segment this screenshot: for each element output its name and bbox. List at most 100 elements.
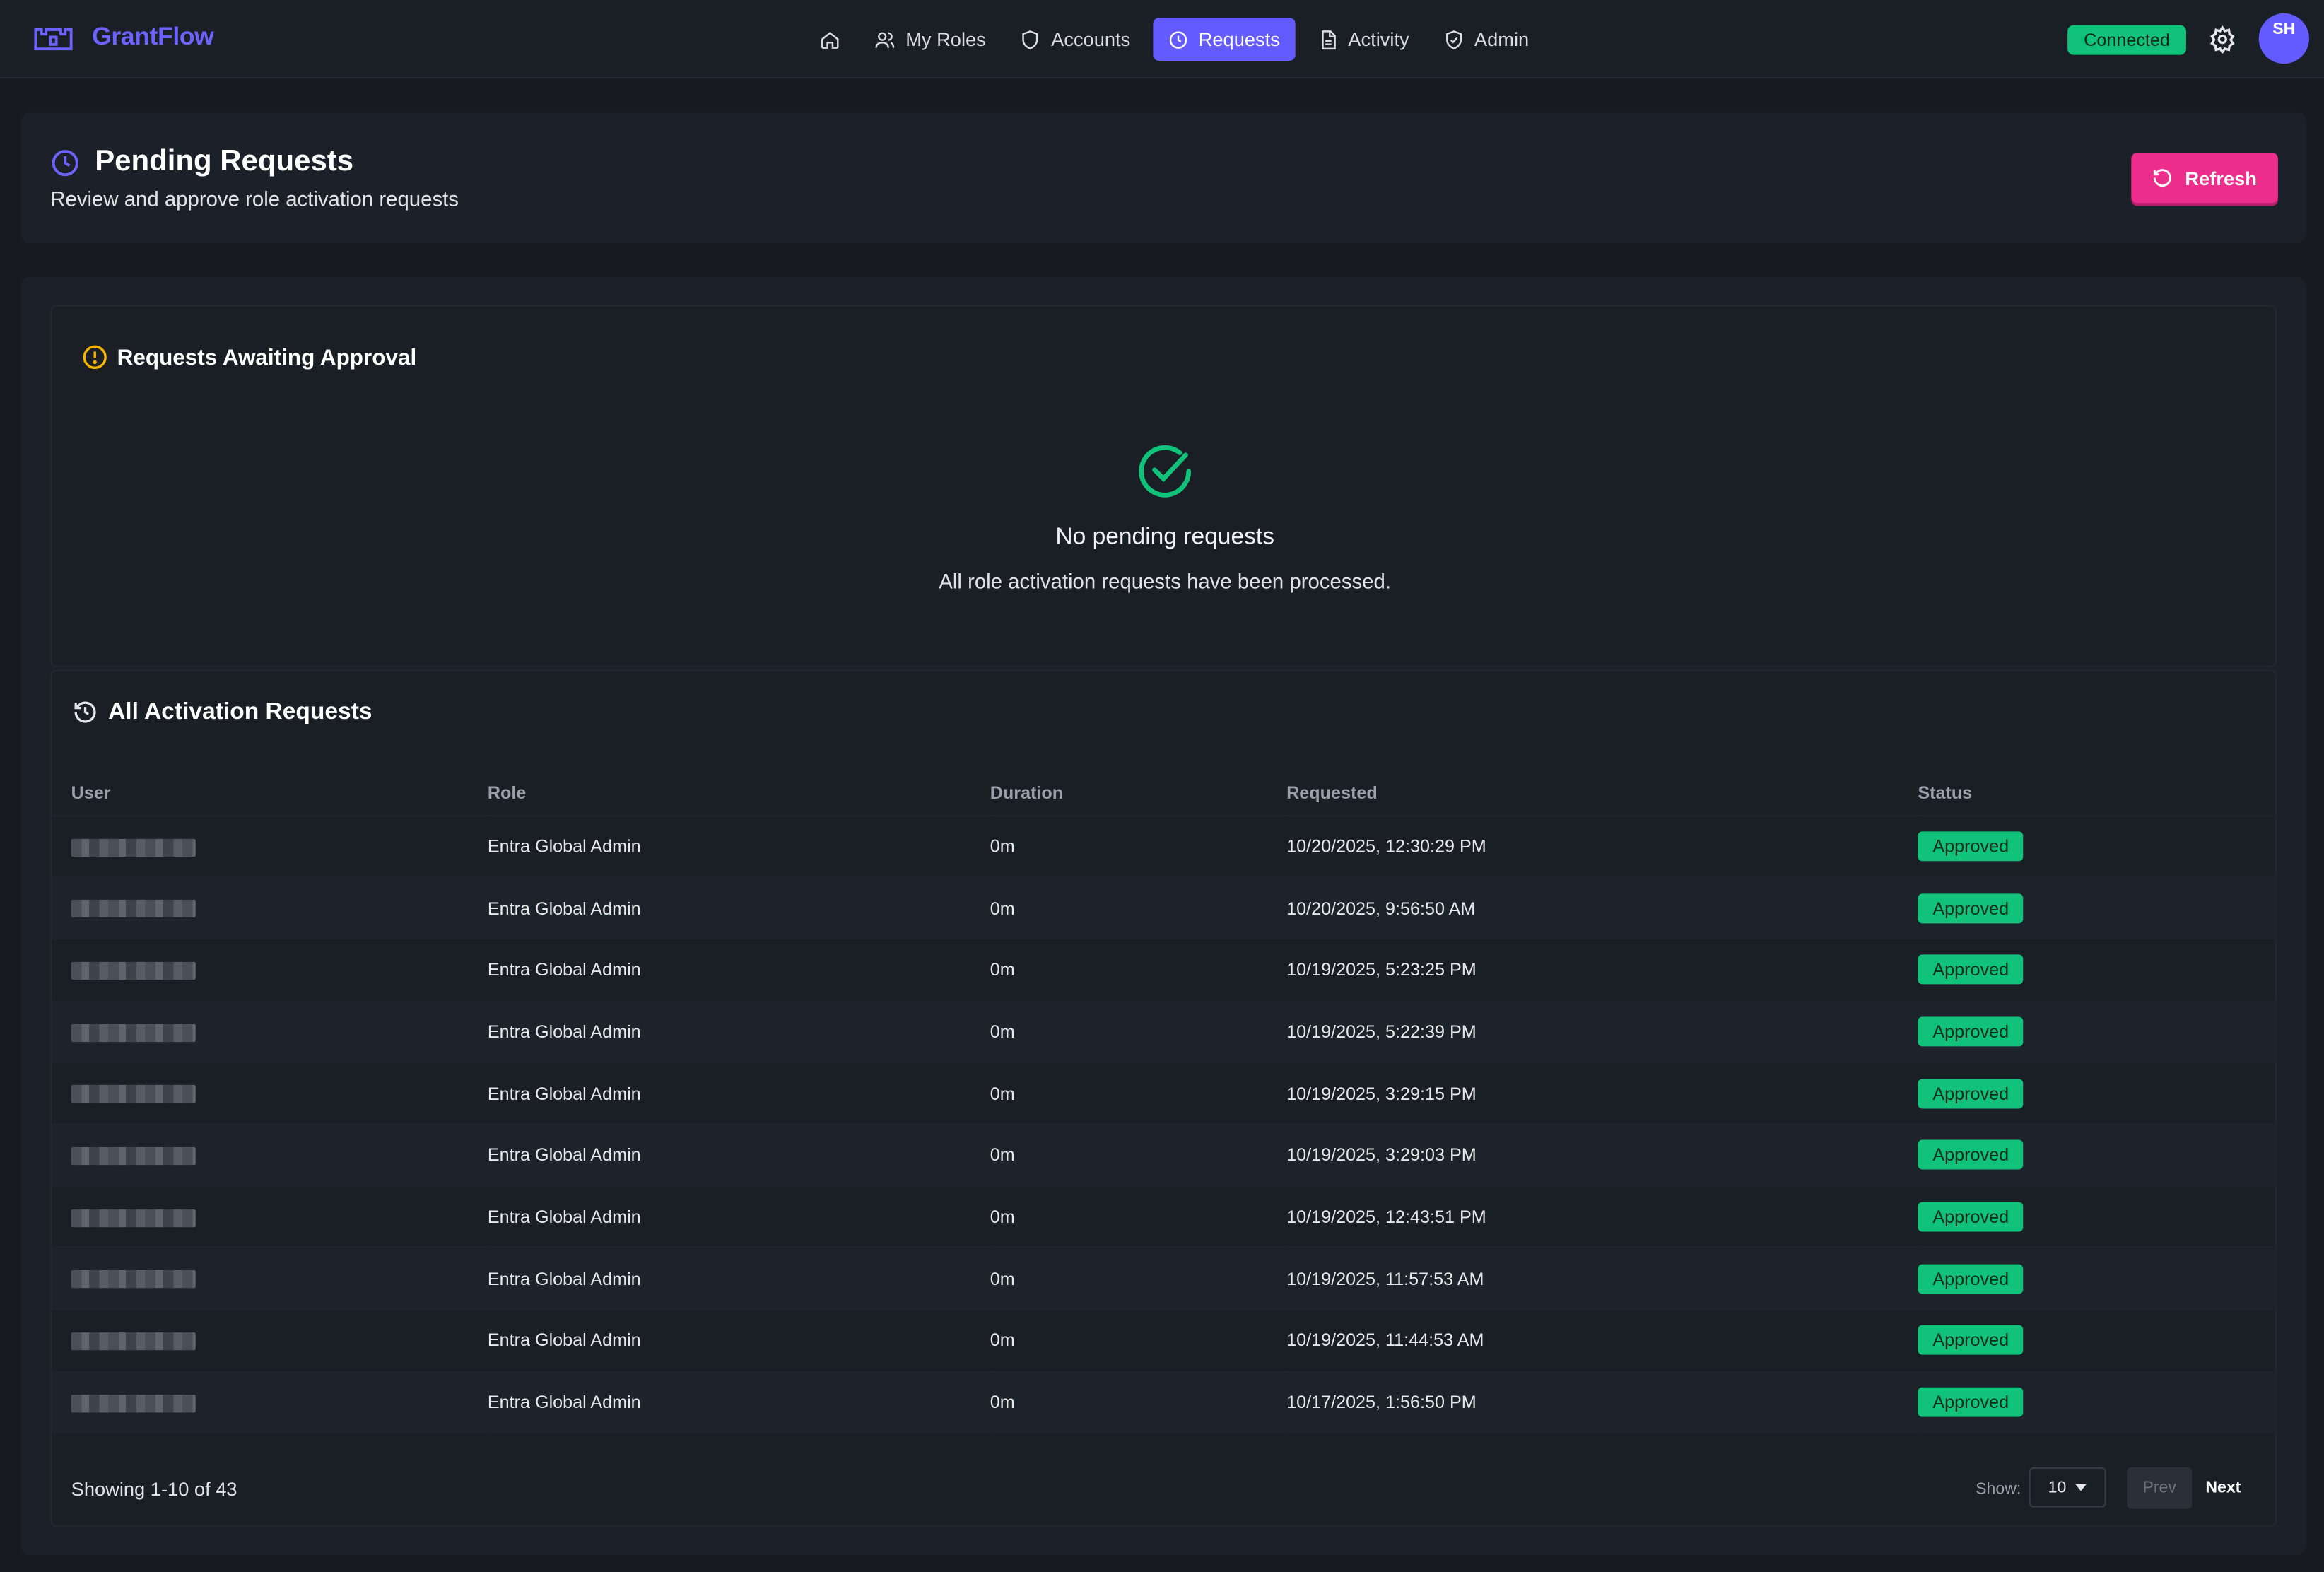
- status-badge: Approved: [1918, 1388, 2024, 1418]
- cell-requested: 10/19/2025, 3:29:03 PM: [1286, 1123, 1918, 1186]
- table-row[interactable]: Entra Global Admin 0m 10/19/2025, 3:29:1…: [52, 1061, 2275, 1125]
- column-duration[interactable]: Duration: [990, 782, 1064, 804]
- nav-my-roles[interactable]: My Roles: [862, 18, 997, 61]
- status-badge: Approved: [1918, 831, 2024, 861]
- column-role[interactable]: Role: [487, 782, 527, 804]
- refresh-icon: [2154, 169, 2172, 187]
- prev-page-button[interactable]: Prev: [2127, 1467, 2193, 1509]
- cell-requested: 10/19/2025, 5:22:39 PM: [1286, 999, 1918, 1062]
- top-nav: GrantFlow My Roles Accounts Requests Act…: [0, 0, 2324, 79]
- brand[interactable]: GrantFlow: [33, 20, 214, 53]
- cell-requested: 10/20/2025, 12:30:29 PM: [1286, 814, 1918, 877]
- nav-label: Admin: [1474, 28, 1530, 51]
- column-status[interactable]: Status: [1918, 782, 1973, 804]
- next-page-button[interactable]: Next: [2205, 1479, 2241, 1497]
- main-nav: My Roles Accounts Requests Activity Admi…: [808, 18, 1551, 61]
- page-size-select[interactable]: 10: [2029, 1467, 2106, 1508]
- awaiting-approval-section: Requests Awaiting Approval No pending re…: [50, 305, 2277, 667]
- column-requested[interactable]: Requested: [1286, 782, 1378, 804]
- redacted-user: [71, 900, 196, 918]
- connection-status-badge: Connected: [2067, 25, 2186, 55]
- history-icon: [74, 701, 96, 723]
- cell-requested: 10/19/2025, 11:57:53 AM: [1286, 1247, 1918, 1310]
- table-row[interactable]: Entra Global Admin 0m 10/19/2025, 5:22:3…: [52, 999, 2275, 1062]
- table-row[interactable]: Entra Global Admin 0m 10/19/2025, 11:44:…: [52, 1308, 2275, 1372]
- cell-duration: 0m: [990, 814, 1287, 877]
- cell-role: Entra Global Admin: [487, 999, 990, 1062]
- empty-state-title: No pending requests: [1055, 524, 1274, 550]
- refresh-label: Refresh: [2185, 166, 2257, 189]
- cell-duration: 0m: [990, 938, 1287, 1001]
- cell-requested: 10/19/2025, 3:29:15 PM: [1286, 1061, 1918, 1125]
- cell-role: Entra Global Admin: [487, 1123, 990, 1186]
- status-badge: Approved: [1918, 1202, 2024, 1232]
- status-badge: Approved: [1918, 1078, 2024, 1108]
- table-row[interactable]: Entra Global Admin 0m 10/19/2025, 3:29:0…: [52, 1123, 2275, 1186]
- brand-castle-icon: [34, 28, 73, 51]
- nav-admin[interactable]: Admin: [1431, 18, 1541, 61]
- status-badge: Approved: [1918, 1263, 2024, 1294]
- redacted-user: [71, 1271, 196, 1289]
- column-user[interactable]: User: [71, 782, 111, 804]
- table-row[interactable]: Entra Global Admin 0m 10/19/2025, 11:57:…: [52, 1247, 2275, 1310]
- requests-table: User Role Duration Requested Status Entr…: [52, 782, 2275, 1433]
- requests-panel: Requests Awaiting Approval No pending re…: [20, 277, 2306, 1555]
- table-row[interactable]: Entra Global Admin 0m 10/20/2025, 9:56:5…: [52, 876, 2275, 939]
- cell-role: Entra Global Admin: [487, 1308, 990, 1372]
- shield-check-icon: [1445, 30, 1462, 49]
- page-header: Pending Requests Review and approve role…: [20, 112, 2306, 243]
- pagination-summary: Showing 1-10 of 43: [71, 1477, 237, 1501]
- table-row[interactable]: Entra Global Admin 0m 10/17/2025, 1:56:5…: [52, 1370, 2275, 1433]
- redacted-user: [71, 961, 196, 980]
- clock-icon: [1169, 30, 1187, 48]
- cell-duration: 0m: [990, 1308, 1287, 1372]
- nav-label: Requests: [1198, 28, 1280, 51]
- home-icon: [821, 31, 839, 48]
- table-row[interactable]: Entra Global Admin 0m 10/19/2025, 5:23:2…: [52, 938, 2275, 1001]
- redacted-user: [71, 1147, 196, 1166]
- cell-role: Entra Global Admin: [487, 1370, 990, 1433]
- brand-name: GrantFlow: [92, 22, 214, 51]
- page-title: Pending Requests: [95, 145, 354, 178]
- cell-role: Entra Global Admin: [487, 814, 990, 877]
- nav-label: Accounts: [1051, 28, 1131, 51]
- users-icon: [875, 31, 895, 47]
- nav-label: My Roles: [905, 28, 986, 51]
- redacted-user: [71, 1023, 196, 1042]
- cell-requested: 10/19/2025, 11:44:53 AM: [1286, 1308, 1918, 1372]
- cell-duration: 0m: [990, 1370, 1287, 1433]
- refresh-button[interactable]: Refresh: [2131, 152, 2278, 204]
- status-badge: Approved: [1918, 1140, 2024, 1171]
- check-circle-icon: [1139, 445, 1192, 498]
- all-requests-title: All Activation Requests: [108, 699, 372, 725]
- status-badge: Approved: [1918, 893, 2024, 923]
- document-icon: [1321, 30, 1335, 49]
- clock-icon: [52, 150, 78, 177]
- page-size-value: 10: [2048, 1478, 2067, 1496]
- table-header: User Role Duration Requested Status: [52, 782, 2275, 815]
- redacted-user: [71, 1395, 196, 1413]
- alert-circle-icon: [83, 345, 107, 370]
- nav-home[interactable]: [808, 18, 852, 61]
- cell-role: Entra Global Admin: [487, 1247, 990, 1310]
- nav-activity[interactable]: Activity: [1305, 18, 1421, 61]
- cell-role: Entra Global Admin: [487, 938, 990, 1001]
- page-size-label: Show:: [1976, 1480, 2021, 1498]
- avatar[interactable]: SH: [2258, 13, 2309, 64]
- redacted-user: [71, 1085, 196, 1103]
- cell-duration: 0m: [990, 1123, 1287, 1186]
- table-row[interactable]: Entra Global Admin 0m 10/20/2025, 12:30:…: [52, 814, 2275, 877]
- empty-state-subtitle: All role activation requests have been p…: [939, 569, 1392, 593]
- cell-duration: 0m: [990, 1247, 1287, 1310]
- gear-icon[interactable]: [2208, 25, 2236, 54]
- chevron-down-icon: [2074, 1482, 2087, 1491]
- table-row[interactable]: Entra Global Admin 0m 10/19/2025, 12:43:…: [52, 1185, 2275, 1248]
- cell-role: Entra Global Admin: [487, 1061, 990, 1125]
- page-subtitle: Review and approve role activation reque…: [50, 187, 459, 211]
- nav-requests[interactable]: Requests: [1152, 18, 1295, 61]
- status-badge: Approved: [1918, 954, 2024, 985]
- nav-accounts[interactable]: Accounts: [1008, 18, 1142, 61]
- cell-duration: 0m: [990, 1061, 1287, 1125]
- cell-duration: 0m: [990, 999, 1287, 1062]
